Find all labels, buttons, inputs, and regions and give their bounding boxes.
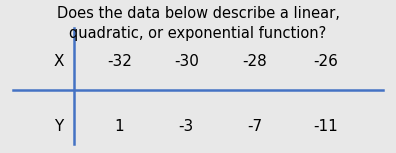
Text: -3: -3 xyxy=(179,119,194,134)
Text: -28: -28 xyxy=(243,54,267,69)
Text: Y: Y xyxy=(54,119,63,134)
Text: -30: -30 xyxy=(174,54,199,69)
Text: -26: -26 xyxy=(313,54,338,69)
Text: -7: -7 xyxy=(248,119,263,134)
Text: 1: 1 xyxy=(114,119,124,134)
Text: -32: -32 xyxy=(107,54,132,69)
Text: -11: -11 xyxy=(313,119,338,134)
Text: Does the data below describe a linear,
quadratic, or exponential function?: Does the data below describe a linear, q… xyxy=(57,6,339,41)
Text: X: X xyxy=(53,54,64,69)
